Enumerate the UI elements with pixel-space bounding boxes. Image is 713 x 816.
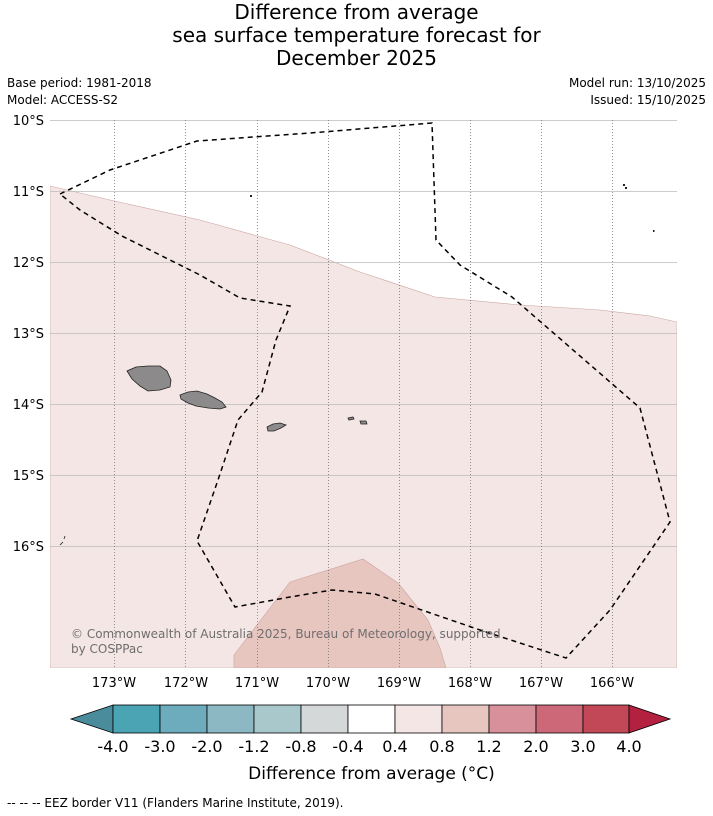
map-plot-area: © Commonwealth of Australia 2025, Bureau… bbox=[50, 120, 677, 668]
colorbar-tick-label: -1.2 bbox=[238, 737, 270, 756]
copyright-line-2: by COSPPac bbox=[71, 642, 143, 656]
colorbar-segment bbox=[347, 704, 396, 734]
islet-wallis bbox=[59, 535, 66, 546]
lat-label: 15°S bbox=[13, 469, 44, 484]
model-name: Model: ACCESS-S2 bbox=[7, 93, 119, 107]
issued-date: Issued: 15/10/2025 bbox=[590, 93, 706, 107]
colorbar-extend-low bbox=[69, 704, 114, 734]
colorbar-segment bbox=[300, 704, 349, 734]
island-tau bbox=[359, 420, 368, 425]
colorbar-tick-label: 0.8 bbox=[429, 737, 455, 756]
colorbar-segment bbox=[582, 704, 630, 734]
colorbar-tick-label: 4.0 bbox=[616, 737, 642, 756]
island-tutuila bbox=[266, 422, 287, 432]
colorbar-segment bbox=[441, 704, 490, 734]
islet-swains bbox=[250, 195, 252, 197]
model-run-date: Model run: 13/10/2025 bbox=[568, 76, 706, 90]
colorbar-tick-label: 0.4 bbox=[382, 737, 408, 756]
colorbar-segment bbox=[159, 704, 208, 734]
copyright-line-1: © Commonwealth of Australia 2025, Bureau… bbox=[71, 627, 501, 641]
colorbar-segment bbox=[488, 704, 537, 734]
islet-tokelau-b bbox=[653, 230, 655, 232]
title-line-3: December 2025 bbox=[276, 46, 437, 70]
colorbar-extend-high bbox=[628, 704, 672, 734]
colorbar-tick-label: -0.4 bbox=[332, 737, 364, 756]
colorbar-tick-label: 3.0 bbox=[570, 737, 596, 756]
colorbar-segment bbox=[206, 704, 255, 734]
lon-label: 170°W bbox=[306, 676, 350, 691]
anomaly-region-0-4-0-8 bbox=[50, 185, 677, 668]
eez-border-samoa bbox=[58, 122, 671, 659]
lat-label: 14°S bbox=[13, 398, 44, 413]
colorbar-segment bbox=[253, 704, 302, 734]
colorbar bbox=[69, 704, 672, 734]
lat-label: 16°S bbox=[13, 540, 44, 555]
lat-label: 10°S bbox=[13, 114, 44, 129]
lon-label: 166°W bbox=[590, 676, 634, 691]
island-upolu bbox=[179, 390, 227, 410]
lon-label: 167°W bbox=[519, 676, 563, 691]
lon-label: 172°W bbox=[164, 676, 208, 691]
colorbar-tick-label: -2.0 bbox=[191, 737, 223, 756]
title-line-1: Difference from average bbox=[234, 0, 479, 24]
lat-label: 12°S bbox=[13, 256, 44, 271]
colorbar-tick-label: 1.2 bbox=[476, 737, 502, 756]
colorbar-tick-label: -4.0 bbox=[97, 737, 129, 756]
colorbar-tick-label: 2.0 bbox=[523, 737, 549, 756]
colorbar-tick-label: -3.0 bbox=[144, 737, 176, 756]
footnote-eez-legend: -- -- -- EEZ border V11 (Flanders Marine… bbox=[7, 796, 344, 810]
anomaly-region-0-8-1-2 bbox=[233, 558, 447, 668]
latitude-labels: 10°S 11°S 12°S 13°S 14°S 15°S 16°S bbox=[13, 114, 44, 555]
lon-label: 173°W bbox=[92, 676, 136, 691]
colorbar-segment bbox=[112, 704, 161, 734]
colorbar-tick-label: -0.8 bbox=[285, 737, 317, 756]
lon-label: 169°W bbox=[377, 676, 421, 691]
lat-label: 11°S bbox=[13, 185, 44, 200]
land-islands bbox=[59, 184, 655, 546]
longitude-gridlines bbox=[114, 120, 613, 668]
latitude-gridlines bbox=[50, 120, 677, 547]
island-ofu bbox=[347, 416, 355, 421]
colorbar-title: Difference from average (°C) bbox=[248, 764, 495, 784]
islet-tokelau-a bbox=[623, 184, 627, 189]
title-line-2: sea surface temperature forecast for bbox=[172, 23, 541, 47]
island-savaii bbox=[126, 365, 172, 392]
base-period: Base period: 1981-2018 bbox=[7, 76, 152, 90]
eez-border bbox=[58, 122, 671, 659]
lon-label: 168°W bbox=[448, 676, 492, 691]
lat-label: 13°S bbox=[13, 327, 44, 342]
lon-label: 171°W bbox=[235, 676, 279, 691]
longitude-labels: 173°W 172°W 171°W 170°W 169°W 168°W 167°… bbox=[92, 676, 634, 691]
colorbar-segment bbox=[535, 704, 584, 734]
colorbar-segment bbox=[394, 704, 443, 734]
